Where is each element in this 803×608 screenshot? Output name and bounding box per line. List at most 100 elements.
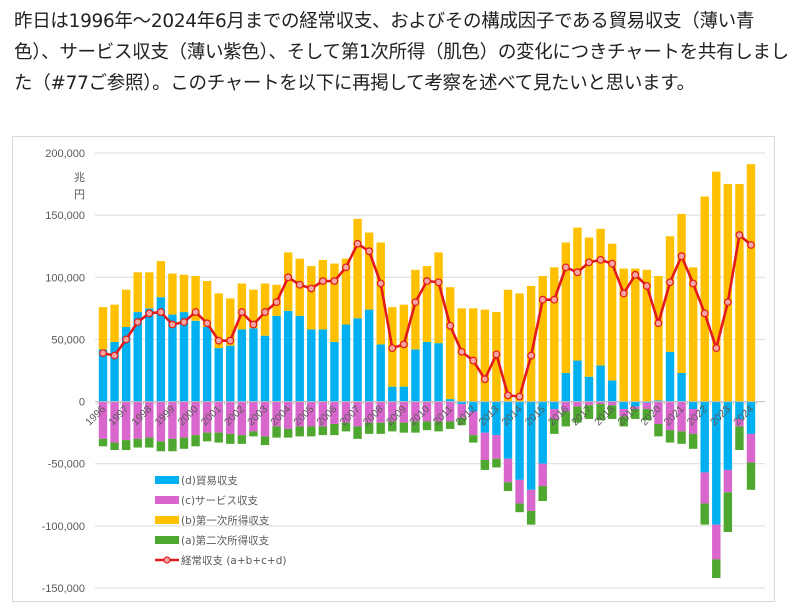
bar-trade	[573, 360, 582, 402]
bar-services	[133, 401, 142, 439]
bar-services	[168, 401, 177, 439]
bar-secondary	[700, 503, 709, 525]
bar-trade	[677, 372, 686, 402]
bar-trade	[723, 401, 733, 470]
bar-services	[631, 406, 640, 410]
line-marker	[376, 279, 385, 288]
legend: (d)貿易収支 (c)サービス収支 (b)第一次所得収支 (a)第二次所得収支経常収支…	[155, 475, 286, 567]
bar-primary	[330, 263, 339, 342]
bar-secondary	[677, 431, 686, 444]
bar-primary	[376, 242, 385, 345]
y-axis-label-char: 円	[74, 189, 85, 201]
bar-secondary	[388, 421, 397, 432]
bar-trade	[688, 401, 698, 410]
bar-trade	[168, 314, 177, 402]
bar-services	[503, 458, 513, 483]
bar-services	[191, 401, 200, 436]
bar-services	[376, 401, 385, 423]
y-tick-label: -100,000	[42, 521, 85, 533]
bar-trade	[665, 351, 675, 402]
bar-trade	[700, 401, 709, 473]
bar-trade	[746, 401, 756, 434]
bar-primary	[596, 228, 605, 366]
legend-label-secondary: (a)第二次所得収支	[181, 534, 270, 547]
line-marker	[307, 284, 316, 293]
y-tick-label: 200,000	[45, 148, 85, 160]
line-marker	[480, 375, 489, 384]
line-marker	[365, 247, 374, 256]
bar-services	[388, 401, 397, 422]
bar-trade	[110, 341, 119, 402]
legend-swatch-marker	[163, 556, 171, 564]
bar-primary	[607, 243, 617, 381]
bar-primary	[364, 232, 374, 310]
bar-secondary	[503, 482, 513, 492]
bar-primary	[642, 269, 652, 402]
line-marker	[561, 263, 570, 272]
bar-primary	[503, 289, 513, 402]
bar-primary	[584, 237, 594, 377]
bar-secondary	[191, 435, 200, 447]
bar-services	[422, 401, 432, 422]
bar-services	[469, 411, 478, 436]
bar-secondary	[422, 421, 432, 431]
bar-services	[584, 401, 594, 406]
bar-trade	[584, 376, 594, 402]
bar-trade	[156, 297, 166, 402]
intro-paragraph: 昨日は1996年〜2024年6月までの経常収支、およびその構成因子である貿易収支…	[14, 11, 789, 94]
bar-trade	[538, 401, 547, 464]
bar-secondary	[110, 442, 119, 451]
bar-primary	[480, 309, 490, 402]
bar-primary	[191, 276, 200, 321]
bar-primary	[573, 227, 582, 361]
line-marker	[295, 280, 304, 289]
bar-services	[121, 401, 131, 441]
bar-services	[145, 401, 154, 438]
line-marker	[191, 308, 200, 316]
line-marker	[180, 318, 188, 326]
line-marker	[399, 340, 408, 349]
line-marker	[272, 298, 281, 307]
bar-secondary	[364, 422, 374, 434]
line-marker	[735, 231, 744, 239]
bar-secondary	[642, 409, 652, 421]
bar-secondary	[735, 426, 744, 451]
bar-primary	[688, 267, 698, 402]
bar-secondary	[457, 417, 466, 426]
bar-secondary	[249, 431, 258, 437]
bar-trade	[249, 328, 258, 402]
bar-secondary	[561, 411, 571, 427]
bar-trade	[480, 401, 490, 433]
bar-trade	[469, 401, 478, 412]
bar-trade	[237, 329, 247, 402]
bar-primary	[353, 218, 362, 319]
bar-trade	[318, 329, 328, 402]
bar-secondary	[654, 423, 663, 437]
bar-primary	[735, 184, 744, 402]
line-marker	[342, 263, 350, 272]
bar-secondary	[712, 559, 721, 579]
bar-services	[538, 463, 547, 487]
bar-primary	[411, 269, 420, 350]
bar-trade	[434, 343, 443, 402]
bar-primary	[307, 266, 316, 330]
bar-primary	[631, 268, 640, 402]
bar-secondary	[179, 437, 189, 449]
bar-primary	[168, 273, 177, 315]
bar-primary	[156, 261, 166, 298]
y-tick-label: 0	[79, 397, 85, 409]
bar-secondary	[330, 423, 339, 436]
bar-secondary	[492, 458, 501, 468]
line-marker	[156, 308, 165, 316]
line-marker	[457, 347, 466, 356]
bar-primary	[746, 164, 756, 402]
bar-services	[526, 489, 536, 511]
bar-trade	[330, 341, 339, 402]
line-marker	[596, 255, 605, 264]
legend-swatch-trade	[155, 476, 179, 484]
y-axis-ticks: 200,000 150,000 100,000 50,000 0 -50,000 -100,…	[42, 148, 85, 595]
bar-services	[735, 418, 744, 427]
bar-secondary	[584, 405, 594, 419]
bar-secondary	[665, 430, 675, 443]
bar-services	[665, 401, 675, 431]
